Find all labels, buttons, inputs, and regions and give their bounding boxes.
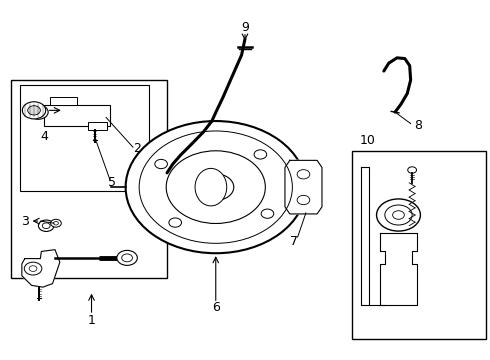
Circle shape <box>29 105 48 119</box>
Text: 6: 6 <box>212 301 220 314</box>
Circle shape <box>385 205 412 225</box>
Text: 4: 4 <box>40 130 48 143</box>
Circle shape <box>169 218 181 227</box>
Circle shape <box>408 167 416 173</box>
Circle shape <box>254 150 267 159</box>
Text: 10: 10 <box>360 134 376 147</box>
Polygon shape <box>22 249 60 287</box>
Bar <box>20 85 149 191</box>
Bar <box>352 152 486 339</box>
Bar <box>50 97 77 105</box>
Ellipse shape <box>195 168 227 206</box>
Text: 8: 8 <box>414 119 422 132</box>
Circle shape <box>23 102 46 119</box>
Text: 9: 9 <box>241 21 249 33</box>
Polygon shape <box>361 167 369 305</box>
Bar <box>88 122 107 130</box>
Text: 3: 3 <box>21 215 29 228</box>
Bar <box>11 80 167 278</box>
Circle shape <box>139 131 293 243</box>
Circle shape <box>155 159 168 168</box>
Circle shape <box>261 209 274 218</box>
Circle shape <box>42 223 50 229</box>
Circle shape <box>29 266 37 271</box>
Bar <box>44 105 110 126</box>
Text: 2: 2 <box>133 142 141 155</box>
Circle shape <box>125 121 306 253</box>
Circle shape <box>209 182 223 193</box>
Circle shape <box>53 221 58 225</box>
Circle shape <box>198 174 234 201</box>
Circle shape <box>24 262 42 275</box>
Text: 7: 7 <box>290 235 298 248</box>
Circle shape <box>50 219 61 227</box>
Polygon shape <box>380 233 416 305</box>
Circle shape <box>166 151 266 224</box>
Polygon shape <box>285 160 322 214</box>
Circle shape <box>28 106 40 115</box>
Circle shape <box>297 195 310 204</box>
Circle shape <box>122 254 132 262</box>
Circle shape <box>376 199 420 231</box>
Circle shape <box>38 220 54 231</box>
Circle shape <box>392 211 404 219</box>
Text: 1: 1 <box>88 314 96 327</box>
Text: 5: 5 <box>108 176 117 189</box>
Circle shape <box>297 170 310 179</box>
Circle shape <box>117 250 137 265</box>
